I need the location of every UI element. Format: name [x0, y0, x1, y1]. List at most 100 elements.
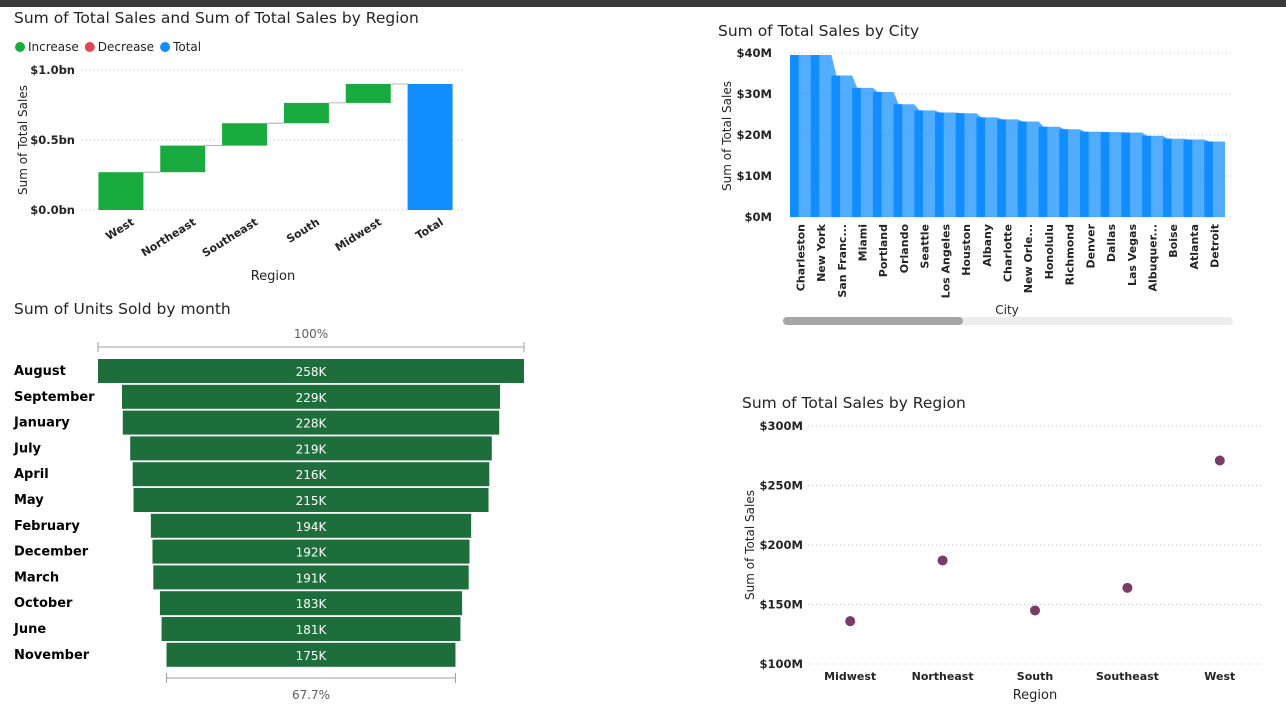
funnel-value-label: 183K — [296, 597, 328, 611]
funnel-top-percent: 100% — [294, 327, 328, 341]
city-bar-honolulu[interactable] — [1038, 126, 1048, 217]
funnel-value-label: 229K — [296, 391, 328, 405]
waterfall-legend[interactable]: Increase Decrease Total — [15, 40, 201, 54]
city-bar-charlotte[interactable] — [997, 119, 1006, 217]
city-x-tick-label: Honolulu — [1043, 224, 1056, 279]
funnel-bottom-percent: 67.7% — [292, 688, 330, 702]
city-bar-new-york[interactable] — [810, 55, 820, 217]
city-bar-san-franc[interactable] — [831, 75, 841, 217]
funnel-chart[interactable]: Sum of Units Sold by month 100% 67.7% 25… — [13, 300, 525, 702]
funnel-bar-november[interactable] — [166, 642, 456, 667]
waterfall-bar-northeast[interactable] — [160, 145, 206, 173]
city-x-tick-label: Albany — [981, 224, 994, 267]
funnel-value-label: 258K — [296, 365, 328, 379]
funnel-category-label: July — [13, 441, 42, 456]
city-bar-dallas[interactable] — [1100, 132, 1110, 217]
funnel-bar-december[interactable] — [152, 539, 470, 564]
city-bar-richmond[interactable] — [1059, 129, 1068, 217]
funnel-bar-april[interactable] — [132, 462, 490, 487]
legend-label-decrease[interactable]: Decrease — [98, 40, 154, 54]
funnel-bar-may[interactable] — [133, 488, 489, 512]
city-x-tick-label: San Franc... — [836, 224, 849, 298]
funnel-bar-june[interactable] — [161, 617, 461, 641]
city-y-tick-label: $30M — [737, 87, 772, 101]
scatter-point-southeast[interactable] — [1122, 582, 1133, 593]
funnel-bars[interactable]: 258K August 229K September 228K January 219K Ju… — [13, 359, 524, 667]
funnel-category-label: November — [14, 648, 90, 663]
city-scrollbar-thumb[interactable] — [783, 317, 963, 325]
waterfall-y-tick-label: $1.0bn — [30, 63, 75, 77]
city-bar-albuquer[interactable] — [1142, 135, 1151, 217]
funnel-bar-september[interactable] — [121, 384, 501, 409]
waterfall-x-axis-title: Region — [251, 269, 296, 284]
city-bar-atlanta[interactable] — [1183, 139, 1193, 217]
waterfall-chart[interactable]: Sum of Total Sales and Sum of Total Sale… — [14, 9, 465, 284]
city-bar-detroit[interactable] — [1204, 141, 1213, 217]
funnel-bar-march[interactable] — [153, 565, 469, 590]
funnel-value-label: 191K — [296, 571, 328, 585]
waterfall-title: Sum of Total Sales and Sum of Total Sale… — [14, 9, 419, 27]
scatter-points[interactable] — [845, 455, 1225, 627]
city-bar-miami[interactable] — [852, 87, 861, 217]
funnel-value-label: 192K — [296, 546, 328, 560]
city-bar-las-vegas[interactable] — [1121, 132, 1131, 217]
funnel-bar-october[interactable] — [159, 591, 463, 616]
city-bar-denver[interactable] — [1080, 131, 1089, 217]
scatter-x-tick-label: West — [1204, 670, 1235, 683]
scatter-point-northeast[interactable] — [937, 555, 948, 566]
waterfall-bars[interactable] — [98, 83, 453, 210]
funnel-top-bracket — [97, 342, 525, 352]
funnel-value-label: 215K — [296, 494, 328, 508]
region-scatter-chart[interactable]: Sum of Total Sales by Region Sum of Tota… — [742, 394, 1262, 703]
waterfall-bar-total[interactable] — [407, 84, 453, 210]
city-bar-albany[interactable] — [976, 117, 986, 217]
city-y-tick-label: $10M — [737, 169, 772, 183]
scatter-x-tick-label: Midwest — [824, 670, 876, 683]
city-y-ticks: $0M $10M $20M $30M $40M — [737, 46, 772, 224]
waterfall-bar-southeast[interactable] — [222, 123, 268, 146]
legend-label-increase[interactable]: Increase — [28, 40, 79, 54]
waterfall-x-ticks: West Northeast Southeast South Midwest Total — [103, 216, 445, 260]
funnel-value-label: 228K — [296, 417, 328, 431]
city-area-series[interactable] — [790, 55, 1225, 217]
funnel-bar-january[interactable] — [122, 410, 500, 435]
funnel-bar-july[interactable] — [130, 436, 492, 461]
city-x-tick-label: Portland — [877, 224, 890, 277]
city-x-tick-label: Miami — [857, 224, 870, 261]
funnel-category-label: December — [14, 545, 89, 560]
scatter-y-axis-title: Sum of Total Sales — [743, 490, 757, 600]
city-x-tick-label: Los Angeles — [939, 224, 952, 299]
waterfall-bar-south[interactable] — [283, 102, 329, 124]
waterfall-x-tick-label: Midwest — [333, 216, 384, 255]
funnel-bar-august[interactable] — [98, 359, 524, 383]
scatter-point-south[interactable] — [1030, 605, 1040, 616]
funnel-category-label: February — [14, 519, 80, 534]
city-bar-seattle[interactable] — [914, 110, 923, 217]
legend-label-total[interactable]: Total — [172, 40, 201, 54]
funnel-category-label: March — [14, 570, 59, 585]
scatter-x-axis-title: Region — [1013, 688, 1058, 703]
city-bar-boise[interactable] — [1162, 138, 1172, 217]
city-bar-charleston[interactable] — [790, 55, 799, 217]
funnel-bar-february[interactable] — [150, 513, 472, 538]
city-sales-chart[interactable]: Sum of Total Sales by City Sum of Total … — [718, 22, 1233, 325]
city-bar-orlando[interactable] — [893, 104, 903, 217]
city-bar-houston[interactable] — [955, 113, 965, 217]
scatter-y-tick-label: $150M — [760, 598, 803, 612]
city-y-tick-label: $40M — [737, 46, 772, 60]
city-bar-new-orle[interactable] — [1017, 121, 1027, 217]
waterfall-bar-midwest[interactable] — [345, 84, 391, 103]
scatter-gridlines — [808, 425, 1262, 665]
city-bar-los-angeles[interactable] — [935, 112, 944, 217]
funnel-title: Sum of Units Sold by month — [14, 300, 231, 318]
city-x-tick-label: New Orle... — [1022, 224, 1035, 293]
city-bar-portland[interactable] — [872, 91, 882, 217]
waterfall-bar-west[interactable] — [98, 172, 144, 210]
scatter-point-west[interactable] — [1214, 455, 1225, 466]
funnel-value-label: 181K — [296, 623, 328, 637]
scatter-y-tick-label: $250M — [760, 479, 803, 493]
funnel-category-label: August — [14, 364, 66, 379]
city-x-tick-label: Charleston — [794, 224, 807, 291]
scatter-point-midwest[interactable] — [845, 616, 856, 627]
